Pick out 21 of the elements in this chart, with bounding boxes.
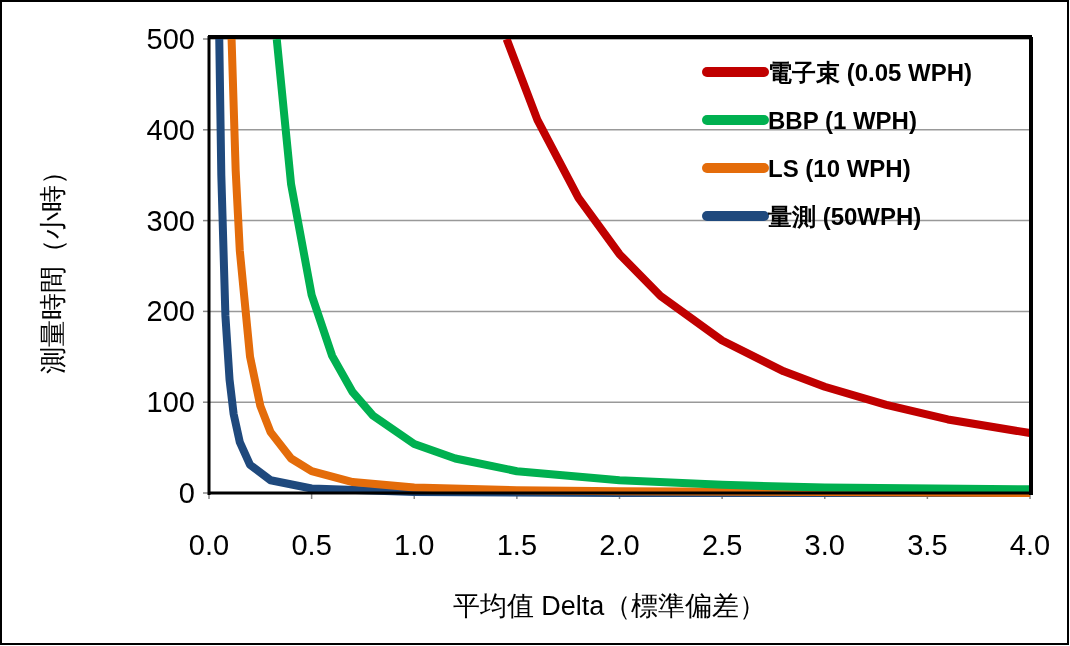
x-tick-label: 1.0 xyxy=(394,529,435,561)
y-tick-label: 200 xyxy=(146,295,195,328)
legend-label: 電子束 (0.05 WPH) xyxy=(768,59,973,86)
legend-label: LS (10 WPH) xyxy=(768,155,911,182)
x-tick-label: 3.0 xyxy=(804,529,845,561)
x-tick-label: 4.0 xyxy=(1009,529,1051,561)
y-tick-label: 100 xyxy=(146,386,195,419)
y-axis-title: 測量時間（小時） xyxy=(38,158,68,374)
x-tick-label: 2.5 xyxy=(701,529,743,561)
x-tick-label: 1.5 xyxy=(496,529,538,561)
x-tick-label: 2.0 xyxy=(599,529,640,561)
legend-label: 量測 (50WPH) xyxy=(767,203,922,230)
y-tick-label: 500 xyxy=(146,23,195,55)
y-tick-label: 300 xyxy=(146,204,195,237)
x-tick-label: 0.5 xyxy=(291,529,332,561)
y-tick-label: 0 xyxy=(178,477,195,509)
y-tick-label: 400 xyxy=(146,113,195,146)
x-tick-label: 3.5 xyxy=(907,529,948,561)
legend-label: BBP (1 WPH) xyxy=(768,107,917,134)
x-tick-label: 0.0 xyxy=(188,529,230,561)
x-axis-title: 平均值 Delta（標準偏差） xyxy=(452,591,767,621)
